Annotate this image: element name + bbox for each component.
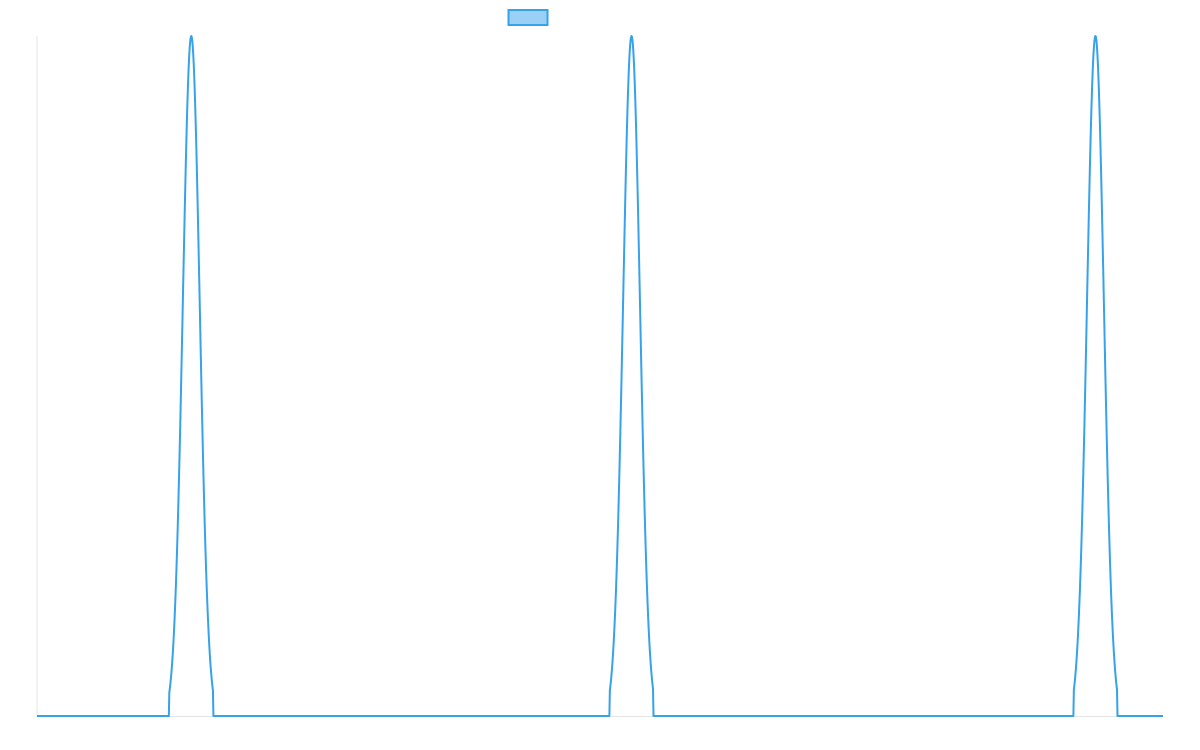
legend-swatch[interactable]	[507, 9, 549, 26]
series-line	[36, 35, 1164, 717]
series-layer	[36, 32, 1164, 717]
peak-point-3[interactable]	[1091, 32, 1099, 40]
peak-point-2[interactable]	[628, 32, 636, 40]
peak-point-1[interactable]	[187, 32, 195, 40]
